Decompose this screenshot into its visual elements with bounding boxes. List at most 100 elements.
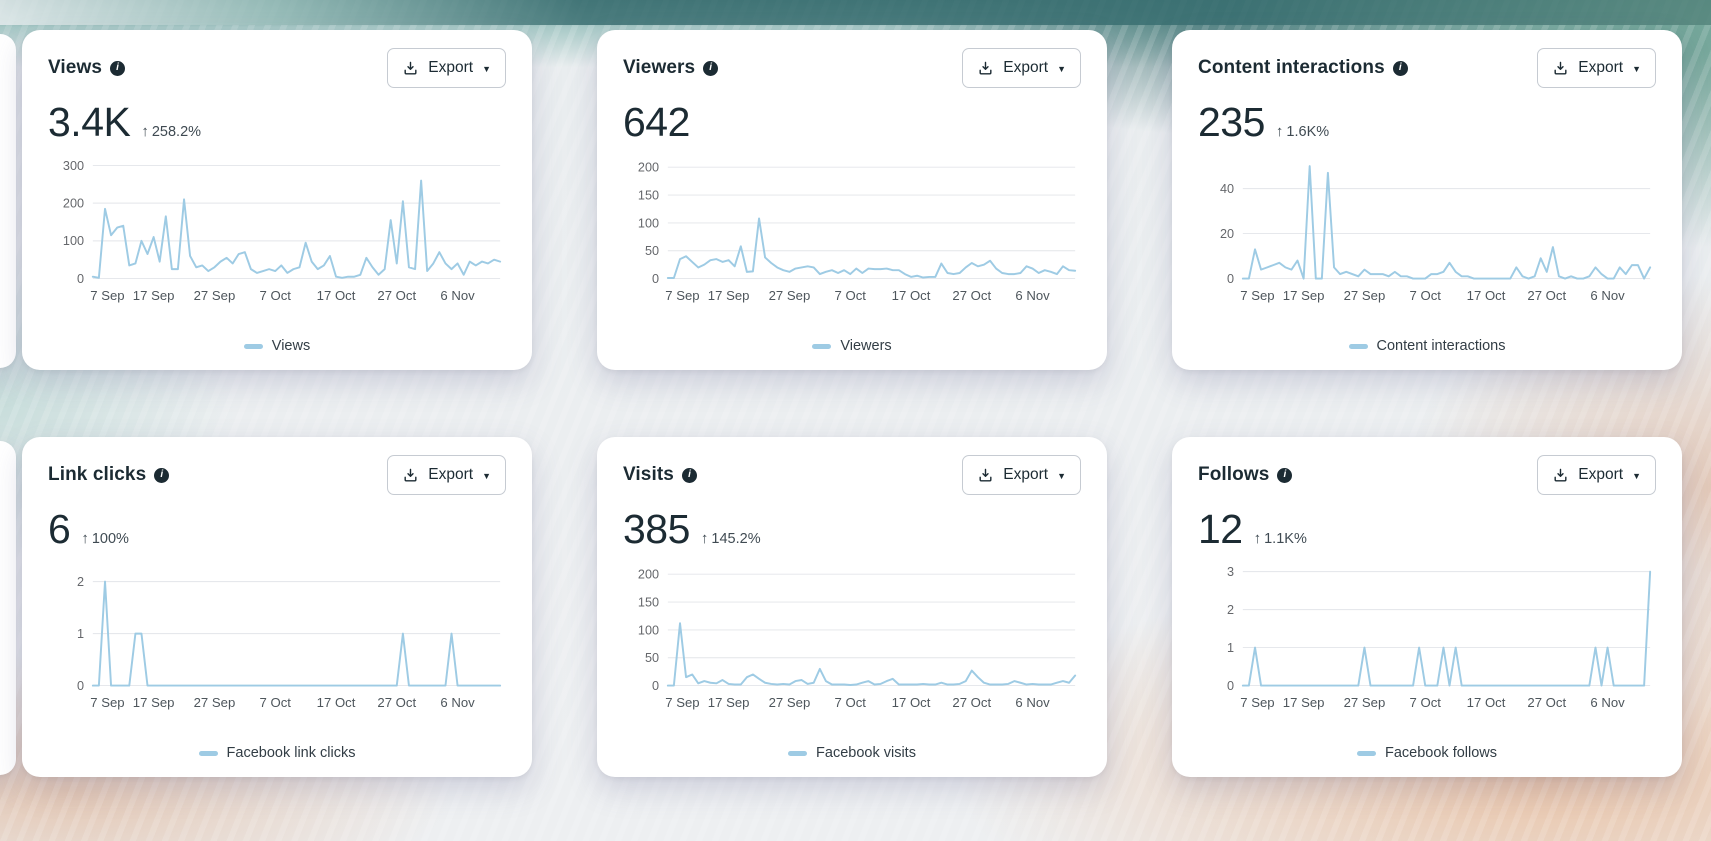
metric-change: ↑ 100% bbox=[81, 530, 129, 547]
chart-legend: Viewers bbox=[623, 338, 1081, 360]
chevron-down-icon: ▼ bbox=[1632, 64, 1641, 74]
svg-text:17 Oct: 17 Oct bbox=[892, 695, 931, 710]
svg-text:2: 2 bbox=[77, 575, 84, 589]
info-icon[interactable]: i bbox=[681, 467, 697, 483]
export-button[interactable]: Export ▼ bbox=[962, 455, 1081, 495]
svg-text:17 Oct: 17 Oct bbox=[317, 288, 356, 303]
svg-text:6 Nov: 6 Nov bbox=[440, 695, 475, 710]
card-header: Follows i Export ▼ bbox=[1198, 455, 1656, 495]
card-title: Content interactions bbox=[1198, 57, 1385, 78]
export-button-label: Export bbox=[428, 59, 474, 76]
svg-text:7 Oct: 7 Oct bbox=[835, 288, 867, 303]
svg-text:0: 0 bbox=[1227, 272, 1234, 286]
metric-change-value: 100% bbox=[91, 531, 129, 547]
arrow-up-icon: ↑ bbox=[1275, 123, 1284, 140]
svg-text:17 Sep: 17 Sep bbox=[133, 695, 175, 710]
svg-text:7 Oct: 7 Oct bbox=[260, 288, 292, 303]
svg-text:150: 150 bbox=[638, 188, 659, 202]
metric-value: 642 bbox=[623, 99, 690, 145]
legend-label: Facebook link clicks bbox=[226, 745, 356, 761]
svg-text:17 Oct: 17 Oct bbox=[1467, 288, 1506, 303]
arrow-up-icon: ↑ bbox=[141, 123, 149, 140]
chevron-down-icon: ▼ bbox=[482, 64, 491, 74]
svg-text:0: 0 bbox=[77, 679, 84, 693]
svg-text:27 Oct: 27 Oct bbox=[377, 695, 416, 710]
export-button[interactable]: Export ▼ bbox=[1537, 48, 1656, 88]
chart-legend: Facebook follows bbox=[1198, 745, 1656, 767]
svg-text:7 Oct: 7 Oct bbox=[1410, 695, 1442, 710]
legend-dash-icon bbox=[1348, 343, 1368, 349]
download-icon bbox=[402, 467, 419, 484]
arrow-up-icon: ↑ bbox=[81, 530, 89, 547]
download-icon bbox=[402, 60, 419, 77]
legend-dash-icon bbox=[788, 750, 808, 756]
svg-text:17 Sep: 17 Sep bbox=[1283, 288, 1325, 303]
metric-card: Views i Export ▼ 3.4K ↑ 258.2% 0 100 200 30… bbox=[22, 30, 532, 370]
svg-text:7 Sep: 7 Sep bbox=[1240, 288, 1274, 303]
export-button[interactable]: Export ▼ bbox=[387, 48, 506, 88]
svg-text:50: 50 bbox=[645, 651, 659, 665]
legend-dash-icon bbox=[1356, 750, 1376, 756]
svg-text:7 Sep: 7 Sep bbox=[90, 288, 124, 303]
legend-label: Views bbox=[271, 338, 311, 354]
svg-text:1: 1 bbox=[1227, 641, 1234, 655]
svg-text:27 Oct: 27 Oct bbox=[952, 695, 991, 710]
metric-line-chart[interactable]: 0 100 200 300 7 Sep 17 Sep 27 Sep 7 Oct 17 Oct 27… bbox=[48, 148, 506, 338]
svg-text:7 Sep: 7 Sep bbox=[90, 695, 124, 710]
svg-text:100: 100 bbox=[63, 234, 84, 248]
card-title-wrap: Views i bbox=[48, 57, 126, 79]
info-icon[interactable]: i bbox=[110, 60, 126, 76]
metric-card: Content interactions i Export ▼ 235 ↑ 1.… bbox=[1172, 30, 1682, 370]
svg-text:27 Oct: 27 Oct bbox=[1527, 695, 1566, 710]
svg-text:0: 0 bbox=[652, 679, 659, 693]
download-icon bbox=[977, 467, 994, 484]
download-icon bbox=[977, 60, 994, 77]
svg-text:27 Sep: 27 Sep bbox=[1344, 695, 1386, 710]
arrow-up-icon: ↑ bbox=[700, 530, 709, 547]
download-icon bbox=[1552, 60, 1569, 77]
metric-change: ↑ 1.6K% bbox=[1276, 123, 1329, 140]
legend-dash-icon bbox=[198, 750, 218, 756]
export-button-label: Export bbox=[1578, 59, 1624, 76]
svg-text:20: 20 bbox=[1220, 227, 1234, 241]
legend-dash-icon bbox=[243, 343, 263, 349]
info-icon[interactable]: i bbox=[154, 467, 170, 483]
svg-text:150: 150 bbox=[638, 595, 659, 609]
info-icon[interactable]: i bbox=[1277, 467, 1293, 483]
svg-text:17 Sep: 17 Sep bbox=[1283, 695, 1325, 710]
svg-text:17 Oct: 17 Oct bbox=[317, 695, 356, 710]
card-title: Follows bbox=[1198, 464, 1270, 485]
svg-text:200: 200 bbox=[638, 161, 659, 175]
metric-change-value: 1.1K% bbox=[1264, 531, 1307, 547]
svg-text:0: 0 bbox=[77, 272, 84, 286]
card-header: Link clicks i Export ▼ bbox=[48, 455, 506, 495]
metric-line-chart[interactable]: 0 20 40 7 Sep 17 Sep 27 Sep 7 Oct 17 Oct 27 Oct 6… bbox=[1198, 148, 1656, 338]
svg-text:17 Oct: 17 Oct bbox=[1467, 695, 1506, 710]
info-icon[interactable]: i bbox=[1392, 60, 1408, 76]
chevron-down-icon: ▼ bbox=[1057, 471, 1066, 481]
metric-line-chart[interactable]: 0 50 100 150 200 7 Sep 17 Sep 27 Sep 7 Oct 17 Oct… bbox=[623, 148, 1081, 338]
card-title-wrap: Follows i bbox=[1198, 464, 1293, 486]
metric-row: 385 ↑ 145.2% bbox=[623, 507, 1081, 551]
metric-change: ↑ 145.2% bbox=[701, 530, 761, 547]
export-button[interactable]: Export ▼ bbox=[387, 455, 506, 495]
svg-text:100: 100 bbox=[638, 216, 659, 230]
svg-text:200: 200 bbox=[638, 568, 659, 582]
metric-value: 235 bbox=[1198, 99, 1265, 145]
metric-line-chart[interactable]: 0 50 100 150 200 7 Sep 17 Sep 27 Sep 7 Oct 17 Oct… bbox=[623, 555, 1081, 745]
export-button-label: Export bbox=[428, 466, 474, 483]
svg-text:27 Sep: 27 Sep bbox=[1344, 288, 1386, 303]
svg-text:6 Nov: 6 Nov bbox=[1015, 288, 1050, 303]
metric-value: 12 bbox=[1198, 506, 1243, 552]
info-icon[interactable]: i bbox=[703, 60, 719, 76]
metric-line-chart[interactable]: 0 1 2 3 7 Sep 17 Sep 27 Sep 7 Oct 17 Oct 27 Oct 6 … bbox=[1198, 555, 1656, 745]
legend-label: Viewers bbox=[840, 338, 892, 354]
svg-text:17 Sep: 17 Sep bbox=[133, 288, 175, 303]
metric-row: 3.4K ↑ 258.2% bbox=[48, 100, 506, 144]
export-button[interactable]: Export ▼ bbox=[1537, 455, 1656, 495]
svg-text:0: 0 bbox=[1227, 679, 1234, 693]
export-button[interactable]: Export ▼ bbox=[962, 48, 1081, 88]
